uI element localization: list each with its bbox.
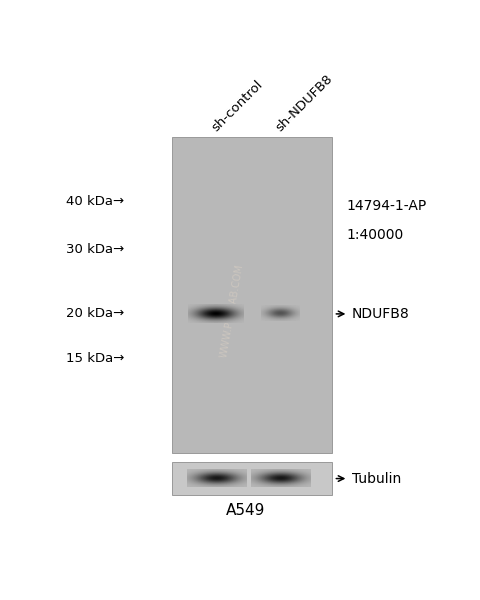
Text: 14794-1-AP: 14794-1-AP xyxy=(347,199,427,214)
Text: 30 kDa→: 30 kDa→ xyxy=(66,242,124,256)
Text: 20 kDa→: 20 kDa→ xyxy=(66,307,124,320)
Bar xyxy=(172,463,332,495)
Text: 15 kDa→: 15 kDa→ xyxy=(66,352,124,365)
Text: Tubulin: Tubulin xyxy=(352,472,401,485)
Text: A549: A549 xyxy=(226,503,266,518)
Text: 40 kDa→: 40 kDa→ xyxy=(66,195,124,208)
Text: 1:40000: 1:40000 xyxy=(347,228,404,242)
Bar xyxy=(172,137,332,453)
Text: WWW.PTGLAB.COM: WWW.PTGLAB.COM xyxy=(219,263,246,358)
Text: sh-NDUFB8: sh-NDUFB8 xyxy=(273,73,335,134)
Text: NDUFB8: NDUFB8 xyxy=(352,307,410,321)
Text: sh-control: sh-control xyxy=(209,78,265,134)
